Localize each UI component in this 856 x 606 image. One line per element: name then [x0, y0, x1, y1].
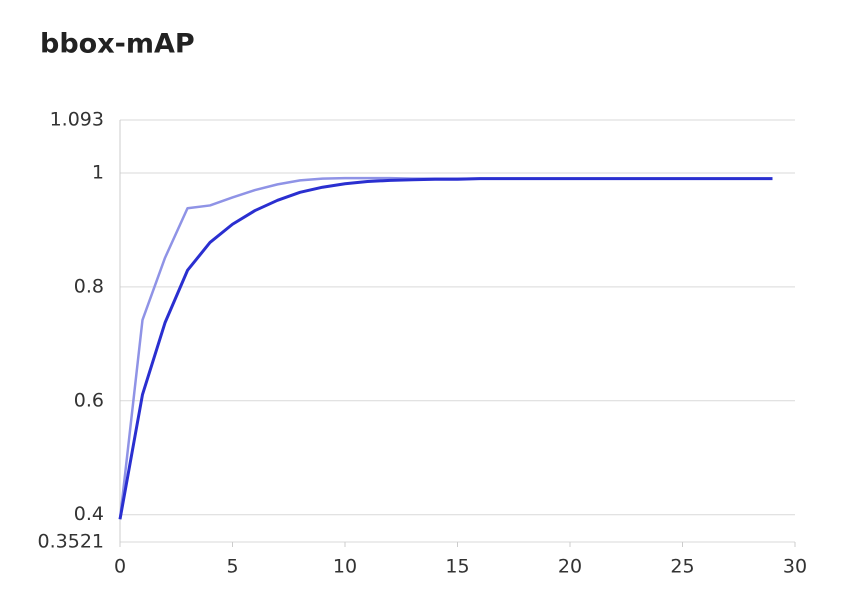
chart-title: bbox-mAP: [40, 29, 195, 60]
y-tick-label: 0.4: [74, 503, 104, 525]
x-tick-label: 20: [558, 556, 582, 578]
x-tick-label: 0: [114, 556, 126, 578]
x-tick-label: 30: [783, 556, 807, 578]
series-line: [118, 176, 773, 520]
y-tick-label: 0.6: [74, 389, 104, 411]
x-tick-label: 10: [333, 556, 357, 578]
y-tick-label: 1.093: [50, 109, 104, 131]
x-tick-label: 15: [445, 556, 469, 578]
y-tick-label: 1: [92, 161, 104, 183]
x-tick-label: 25: [670, 556, 694, 578]
series-line: [118, 177, 773, 520]
y-tick-label: 0.3521: [38, 531, 104, 553]
x-tick-label: 5: [226, 556, 238, 578]
y-tick-label: 0.8: [74, 275, 104, 297]
